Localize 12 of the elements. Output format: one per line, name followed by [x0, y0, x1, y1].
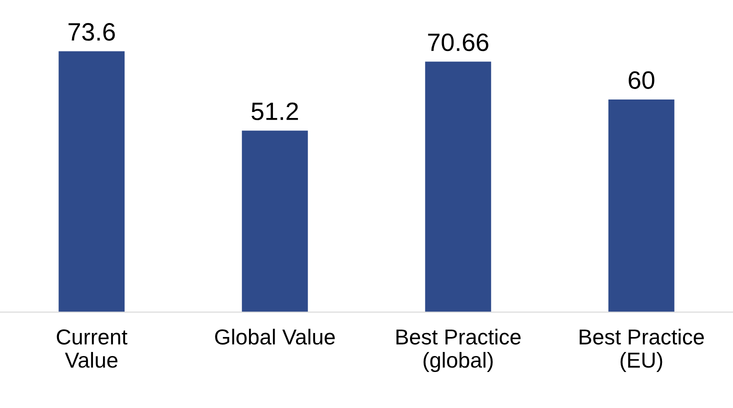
data-label: 51.2 — [252, 102, 298, 120]
bar — [58, 51, 125, 312]
x-tick-label: Current Value — [56, 329, 128, 368]
bar — [242, 130, 308, 312]
x-tick-label: Best Practice (global) — [396, 328, 521, 372]
data-label: 70.66 — [428, 33, 488, 52]
data-label: 60 — [628, 71, 654, 89]
x-tick-label: Global Value — [215, 328, 335, 345]
x-tick-label: Best Practice (EU) — [580, 328, 704, 372]
bar — [425, 62, 492, 312]
bar — [608, 99, 674, 312]
data-label: 73.6 — [68, 23, 115, 41]
